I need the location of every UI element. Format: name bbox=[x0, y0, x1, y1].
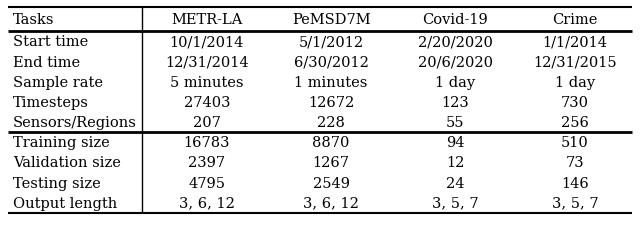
Text: 207: 207 bbox=[193, 116, 221, 130]
Text: 12672: 12672 bbox=[308, 96, 355, 109]
Text: 5 minutes: 5 minutes bbox=[170, 76, 244, 89]
Text: 3, 5, 7: 3, 5, 7 bbox=[552, 196, 598, 210]
Text: Output length: Output length bbox=[13, 196, 117, 210]
Text: 123: 123 bbox=[442, 96, 469, 109]
Text: 12: 12 bbox=[446, 156, 465, 170]
Text: 730: 730 bbox=[561, 96, 589, 109]
Text: 256: 256 bbox=[561, 116, 589, 130]
Text: PeMSD7M: PeMSD7M bbox=[292, 13, 371, 27]
Text: 228: 228 bbox=[317, 116, 345, 130]
Text: Validation size: Validation size bbox=[13, 156, 121, 170]
Text: 12/31/2014: 12/31/2014 bbox=[165, 55, 249, 69]
Text: 3, 6, 12: 3, 6, 12 bbox=[179, 196, 235, 210]
Text: 146: 146 bbox=[561, 176, 589, 190]
Text: 12/31/2015: 12/31/2015 bbox=[533, 55, 617, 69]
Text: Sensors/Regions: Sensors/Regions bbox=[13, 116, 137, 130]
Text: Timesteps: Timesteps bbox=[13, 96, 89, 109]
Text: 1 day: 1 day bbox=[435, 76, 476, 89]
Text: 3, 6, 12: 3, 6, 12 bbox=[303, 196, 359, 210]
Text: 510: 510 bbox=[561, 136, 589, 150]
Text: 55: 55 bbox=[446, 116, 465, 130]
Text: Testing size: Testing size bbox=[13, 176, 100, 190]
Text: 10/1/2014: 10/1/2014 bbox=[170, 35, 244, 49]
Text: 1/1/2014: 1/1/2014 bbox=[542, 35, 607, 49]
Text: 94: 94 bbox=[446, 136, 465, 150]
Text: Crime: Crime bbox=[552, 13, 598, 27]
Text: 20/6/2020: 20/6/2020 bbox=[418, 55, 493, 69]
Text: 6/30/2012: 6/30/2012 bbox=[294, 55, 369, 69]
Text: 2549: 2549 bbox=[313, 176, 349, 190]
Text: Covid-19: Covid-19 bbox=[422, 13, 488, 27]
Text: Sample rate: Sample rate bbox=[13, 76, 103, 89]
Text: 4795: 4795 bbox=[188, 176, 225, 190]
Text: Start time: Start time bbox=[13, 35, 88, 49]
Text: 27403: 27403 bbox=[184, 96, 230, 109]
Text: 2397: 2397 bbox=[188, 156, 225, 170]
Text: End time: End time bbox=[13, 55, 80, 69]
Text: 1 minutes: 1 minutes bbox=[294, 76, 368, 89]
Text: 5/1/2012: 5/1/2012 bbox=[299, 35, 364, 49]
Text: 1 day: 1 day bbox=[555, 76, 595, 89]
Text: 8870: 8870 bbox=[312, 136, 350, 150]
Text: Training size: Training size bbox=[13, 136, 109, 150]
Text: 2/20/2020: 2/20/2020 bbox=[418, 35, 493, 49]
Text: 24: 24 bbox=[446, 176, 465, 190]
Text: 16783: 16783 bbox=[184, 136, 230, 150]
Text: 3, 5, 7: 3, 5, 7 bbox=[432, 196, 479, 210]
Text: METR-LA: METR-LA bbox=[172, 13, 243, 27]
Text: Tasks: Tasks bbox=[13, 13, 54, 27]
Text: 1267: 1267 bbox=[313, 156, 349, 170]
Text: 73: 73 bbox=[566, 156, 584, 170]
